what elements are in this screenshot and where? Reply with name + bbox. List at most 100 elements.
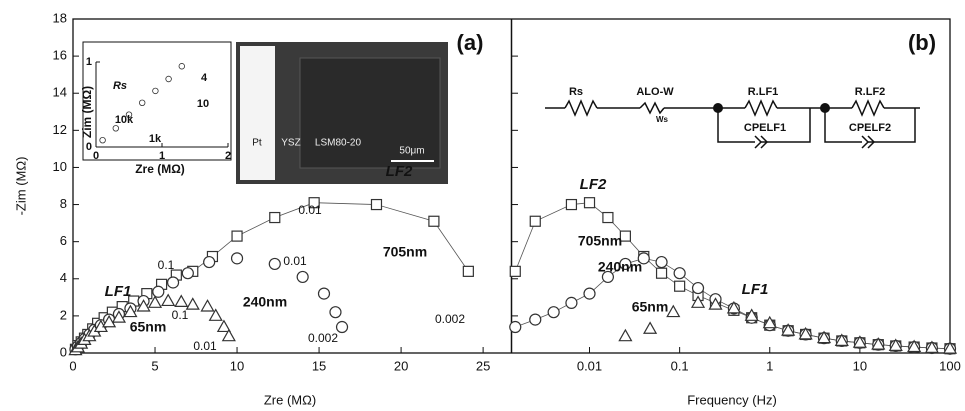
x-axis-label: Frequency (Hz) [687, 392, 777, 407]
annotation: LF2 [580, 176, 607, 193]
marker-circle [100, 137, 106, 143]
y-tick-label: 8 [60, 196, 67, 211]
x-tick-label: 100 [939, 358, 961, 373]
annotation: LF1 [105, 283, 132, 300]
annotation: LF2 [386, 163, 413, 180]
circuit-label: CPELF2 [849, 122, 891, 134]
circuit-label: Ws [656, 115, 669, 124]
inset-annotation: 4 [201, 72, 208, 84]
inset-x-tick-label: 1 [159, 150, 165, 162]
marker-circle [337, 322, 348, 333]
inset-y-tick-label: 1 [86, 56, 92, 68]
marker-circle [318, 288, 329, 299]
marker-circle [168, 277, 179, 288]
marker-circle [548, 307, 559, 318]
y-tick-label: 0 [60, 344, 67, 359]
marker-circle [530, 314, 541, 325]
annotation: 0.01 [298, 203, 322, 217]
x-tick-label: 0 [69, 358, 76, 373]
marker-square [270, 213, 280, 223]
x-tick-label: 10 [230, 358, 244, 373]
marker-square [566, 200, 576, 210]
image-label: LSM80-20 [315, 138, 362, 149]
circuit-label: Rs [569, 86, 583, 98]
marker-triangle [175, 296, 187, 307]
marker-square [603, 213, 613, 223]
series-label: 65nm [130, 319, 167, 335]
panel-label: (b) [908, 30, 936, 55]
marker-triangle [218, 321, 230, 332]
inset-annotation: Rs [113, 80, 127, 92]
circuit-label: ALO-W [636, 86, 674, 98]
marker-circle [584, 288, 595, 299]
marker-circle [179, 63, 185, 69]
y-axis-label: -Zim (MΩ) [13, 157, 28, 216]
marker-circle [269, 258, 280, 269]
marker-square [371, 200, 381, 210]
y-tick-label: 2 [60, 307, 67, 322]
marker-square [510, 266, 520, 276]
inset-x-tick-label: 2 [225, 150, 231, 162]
marker-square [585, 198, 595, 208]
marker-square [657, 268, 667, 278]
circuit-label: R.LF2 [855, 86, 886, 98]
x-tick-label: 1 [766, 358, 773, 373]
circuit-node [820, 103, 830, 113]
x-tick-label: 0.1 [671, 358, 689, 373]
inset-annotation: 10 [197, 98, 209, 110]
y-tick-label: 18 [53, 10, 67, 25]
marker-circle [153, 88, 159, 94]
marker-square [463, 266, 473, 276]
series-line [515, 203, 950, 349]
marker-circle [510, 322, 521, 333]
series-label: 705nm [578, 233, 622, 249]
marker-circle [693, 283, 704, 294]
marker-square [530, 216, 540, 226]
annotation: LF1 [742, 281, 769, 298]
image-label: 50μm [399, 146, 424, 157]
x-tick-label: 5 [151, 358, 158, 373]
annotation: 0.1 [158, 258, 175, 272]
inset-x-label: Zre (MΩ) [135, 162, 185, 176]
x-tick-label: 0.01 [577, 358, 602, 373]
inset-y-label: Zim (MΩ) [80, 86, 94, 138]
x-tick-label: 25 [476, 358, 490, 373]
series-label: 65nm [632, 299, 669, 315]
image-label: YSZ [281, 138, 300, 149]
panel-label: (a) [457, 30, 484, 55]
series-label: 240nm [598, 259, 642, 275]
annotation: 0.01 [193, 339, 217, 353]
marker-triangle [619, 330, 631, 341]
annotation: 0.1 [172, 308, 189, 322]
annotation: 0.002 [308, 331, 338, 345]
marker-triangle [644, 323, 656, 334]
figure: (a) (b) Zre (MΩ) Frequency (Hz) -Zim (MΩ… [0, 0, 965, 411]
marker-triangle [201, 300, 213, 311]
circuit-label: CPELF1 [744, 122, 786, 134]
y-tick-label: 6 [60, 233, 67, 248]
x-tick-label: 10 [853, 358, 867, 373]
marker-circle [297, 271, 308, 282]
marker-circle [330, 307, 341, 318]
marker-square [429, 216, 439, 226]
marker-circle [204, 257, 215, 268]
x-tick-label: 20 [394, 358, 408, 373]
marker-circle [566, 297, 577, 308]
annotation: 0.002 [435, 312, 465, 326]
y-tick-label: 4 [60, 270, 67, 285]
y-tick-label: 16 [53, 48, 67, 63]
circuit-node [713, 103, 723, 113]
circuit-label: R.LF1 [748, 86, 779, 98]
marker-circle [232, 253, 243, 264]
marker-circle [139, 100, 145, 106]
marker-square [675, 281, 685, 291]
series-label: 240nm [243, 294, 287, 310]
y-tick-label: 12 [53, 122, 67, 137]
marker-triangle [667, 306, 679, 317]
annotation: 0.01 [283, 254, 307, 268]
x-axis-label: Zre (MΩ) [264, 392, 316, 407]
image-label: Pt [252, 138, 262, 149]
marker-circle [166, 76, 172, 82]
inset-y-tick-label: 0 [86, 141, 92, 153]
marker-circle [182, 268, 193, 279]
